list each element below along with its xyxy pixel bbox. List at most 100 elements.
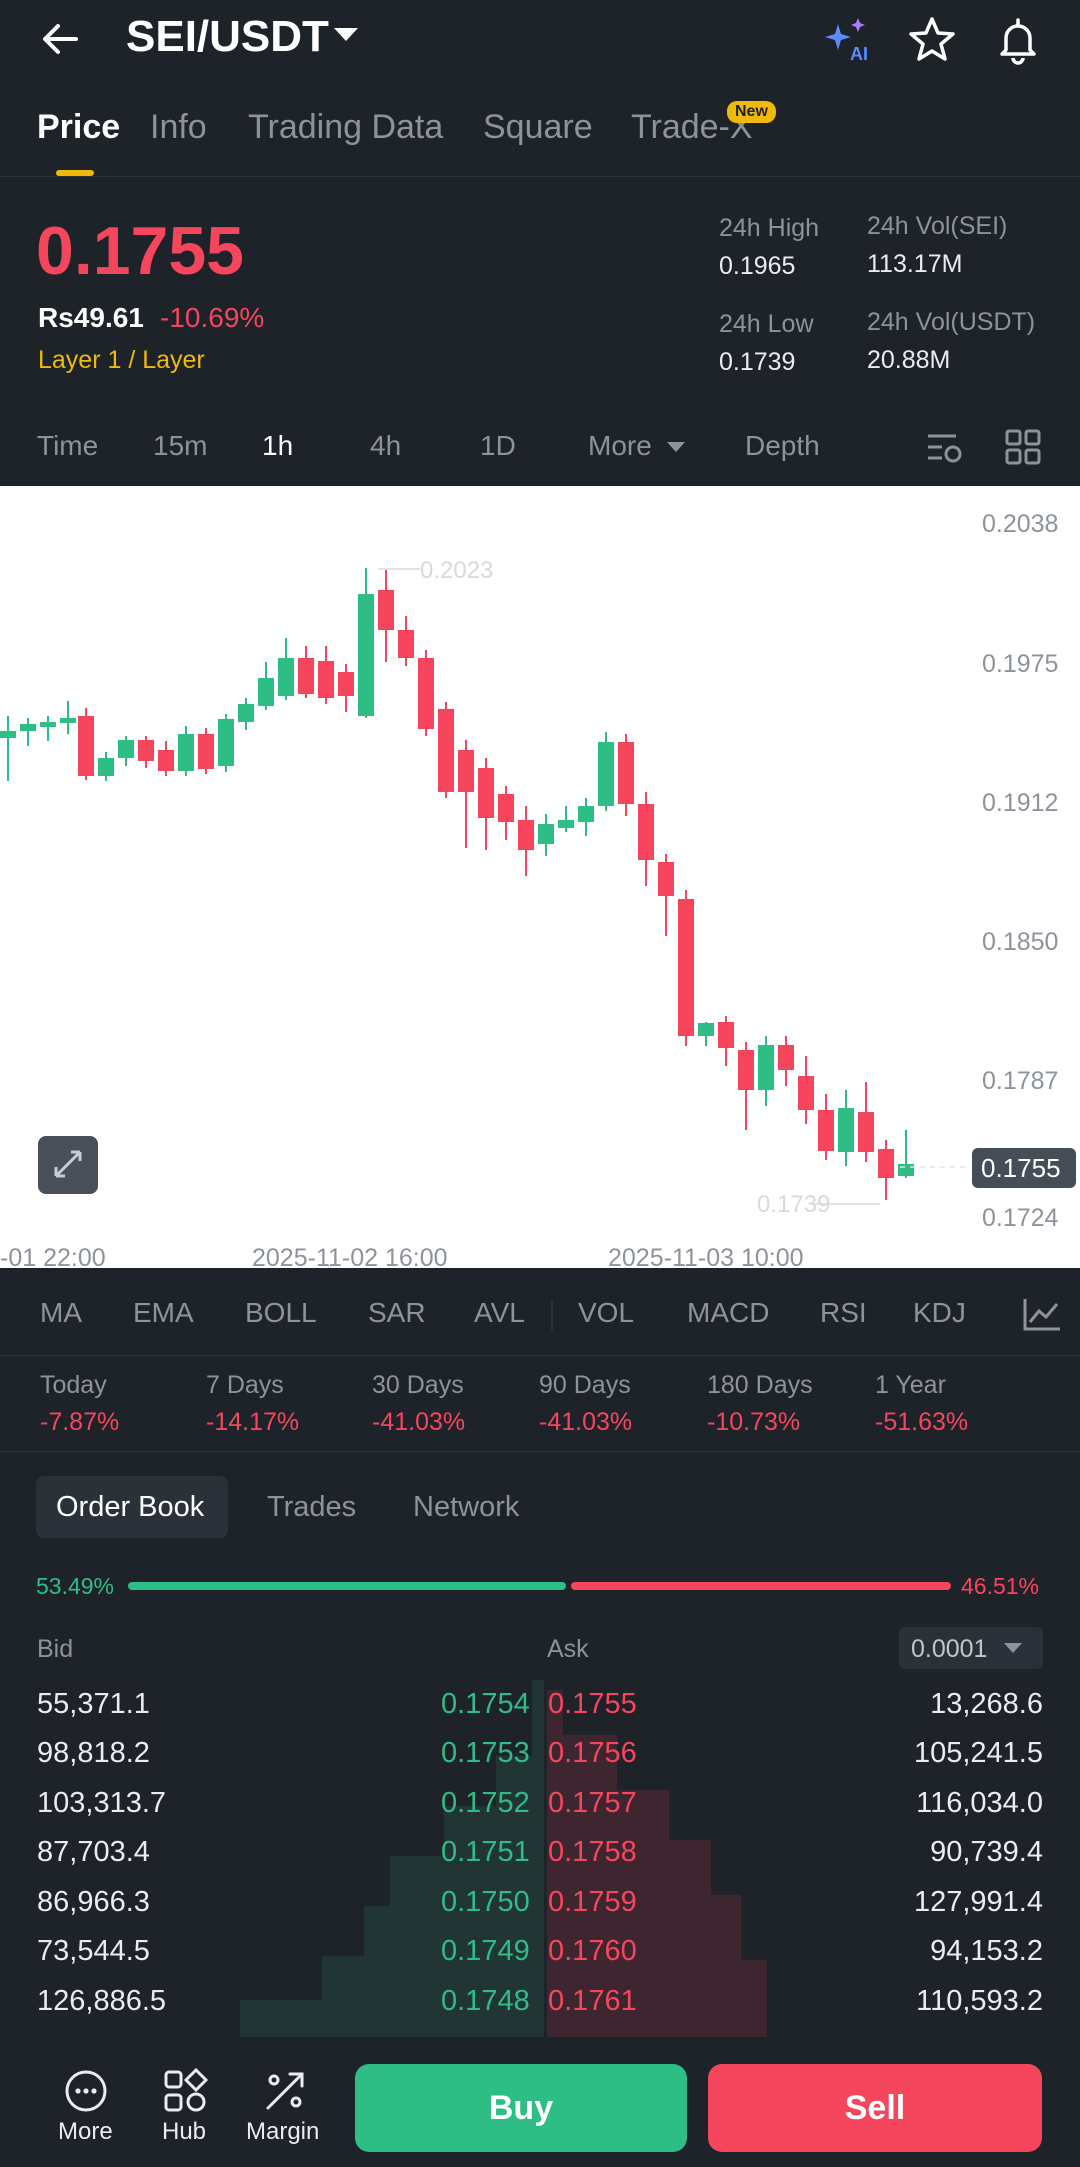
chevron-down-icon[interactable] [334,28,358,41]
ask-price[interactable]: 0.1759 [548,1886,637,1918]
bid-price[interactable]: 0.1750 [441,1886,530,1918]
candle-body [798,1076,814,1110]
low-marker: 0.1739 [757,1191,830,1218]
bid-qty[interactable]: 103,313.7 [37,1787,167,1819]
indicator-boll[interactable]: BOLL [245,1297,317,1328]
sell-button[interactable]: Sell [708,2064,1042,2152]
ask-qty[interactable]: 110,593.2 [916,1985,1043,2017]
ask-price[interactable]: 0.1755 [548,1688,637,1720]
ask-qty[interactable]: 105,241.5 [913,1737,1043,1769]
indicator-sar[interactable]: SAR [368,1297,426,1328]
low-label: 24h Low [719,310,814,338]
candle-body [298,658,314,694]
bid-price[interactable]: 0.1749 [441,1935,530,1967]
tab-trading-data[interactable]: Trading Data [248,108,444,146]
candle-body [238,704,254,722]
bid-qty[interactable]: 86,966.3 [37,1886,150,1918]
tab-price[interactable]: Price [37,108,121,146]
ai-sparkle-icon[interactable]: AI [820,14,872,66]
chart-settings-icon[interactable] [924,428,964,468]
ask-price[interactable]: 0.1756 [548,1737,637,1769]
indicator-separator [551,1300,553,1330]
divider [0,1355,1080,1356]
margin-label[interactable]: Margin [246,2118,320,2145]
more-icon[interactable] [63,2068,109,2114]
low-value: 0.1739 [719,348,796,376]
back-arrow-icon[interactable] [36,14,86,64]
bid-price[interactable]: 0.1754 [441,1688,530,1720]
indicator-ma[interactable]: MA [40,1297,82,1328]
star-icon[interactable] [906,14,958,66]
bid-price[interactable]: 0.1752 [441,1787,530,1819]
interval-15m[interactable]: 15m [153,430,208,461]
ask-qty[interactable]: 116,034.0 [916,1787,1043,1819]
candle-body [738,1050,754,1090]
candle-body [578,806,594,822]
candle-body [438,709,454,792]
indicator-vol[interactable]: VOL [578,1297,635,1328]
candle-body [158,750,174,771]
bid-qty[interactable]: 126,886.5 [37,1985,167,2017]
ask-price[interactable]: 0.1760 [548,1935,637,1967]
hub-icon[interactable] [162,2068,208,2114]
buy-button[interactable]: Buy [355,2064,687,2152]
divider [0,1451,1080,1452]
interval-1d[interactable]: 1D [480,430,516,461]
bid-depth-bar [496,1756,532,2037]
grid-layout-icon[interactable] [1004,428,1042,466]
candle-body [278,658,294,696]
ask-price[interactable]: 0.1757 [548,1787,637,1819]
margin-icon[interactable] [262,2068,308,2114]
interval-time[interactable]: Time [37,430,99,461]
interval-more[interactable]: More [588,430,652,461]
indicator-kdj[interactable]: KDJ [913,1297,966,1328]
ask-qty[interactable]: 94,153.2 [930,1935,1043,1967]
candle-body [458,750,474,792]
x-tick: -01 22:00 [0,1244,106,1268]
tab-network[interactable]: Network [413,1491,520,1523]
pair-selector[interactable]: SEI/USDT [126,12,329,61]
bid-qty[interactable]: 73,544.5 [37,1935,150,1967]
ask-qty[interactable]: 13,268.6 [930,1688,1043,1720]
ask-ratio: 46.51% [961,1573,1040,1599]
bid-price[interactable]: 0.1748 [441,1985,530,2017]
bid-price[interactable]: 0.1753 [441,1737,530,1769]
expand-icon [54,1150,82,1178]
candlestick-chart[interactable]: 0.2023 0.1739 0.2038 0.1975 0.1912 0.185… [0,486,1080,1268]
bid-qty[interactable]: 87,703.4 [37,1836,150,1868]
tab-info[interactable]: Info [150,108,207,146]
ask-price[interactable]: 0.1758 [548,1836,637,1868]
candle-body [758,1045,774,1090]
chart-canvas[interactable]: 0.2023 0.1739 0.2038 0.1975 0.1912 0.185… [0,486,1080,1268]
indicator-rsi[interactable]: RSI [820,1297,867,1328]
orderbook-tab-active-bg [36,1476,228,1538]
candle-body [858,1112,874,1152]
high-label: 24h High [719,214,820,242]
indicator-settings-icon[interactable] [1022,1296,1062,1332]
bell-icon[interactable] [992,14,1044,66]
candle-body [378,590,394,630]
vol-quote-label: 24h Vol(USDT) [867,308,1036,336]
candle-body [638,804,654,860]
ask-price[interactable]: 0.1761 [548,1985,637,2017]
hub-label[interactable]: Hub [162,2118,207,2145]
more-label[interactable]: More [58,2118,113,2145]
bid-price[interactable]: 0.1751 [441,1836,530,1868]
tab-trades[interactable]: Trades [267,1491,357,1523]
interval-1h[interactable]: 1h [262,430,294,461]
fullscreen-button[interactable] [38,1136,98,1194]
indicator-ema[interactable]: EMA [133,1297,194,1328]
tab-square[interactable]: Square [483,108,593,146]
candle-body [178,734,194,771]
interval-depth[interactable]: Depth [745,430,820,461]
bid-qty[interactable]: 98,818.2 [37,1737,150,1769]
category-tag[interactable]: Layer 1 / Layer [38,346,205,374]
indicator-macd[interactable]: MACD [687,1297,770,1328]
indicator-avl[interactable]: AVL [474,1297,525,1328]
ask-qty[interactable]: 90,739.4 [930,1836,1043,1868]
y-tick: 0.1787 [982,1067,1058,1095]
bid-qty[interactable]: 55,371.1 [37,1688,150,1720]
ask-qty[interactable]: 127,991.4 [913,1886,1043,1918]
interval-4h[interactable]: 4h [370,430,402,461]
tab-order-book[interactable]: Order Book [56,1491,205,1523]
